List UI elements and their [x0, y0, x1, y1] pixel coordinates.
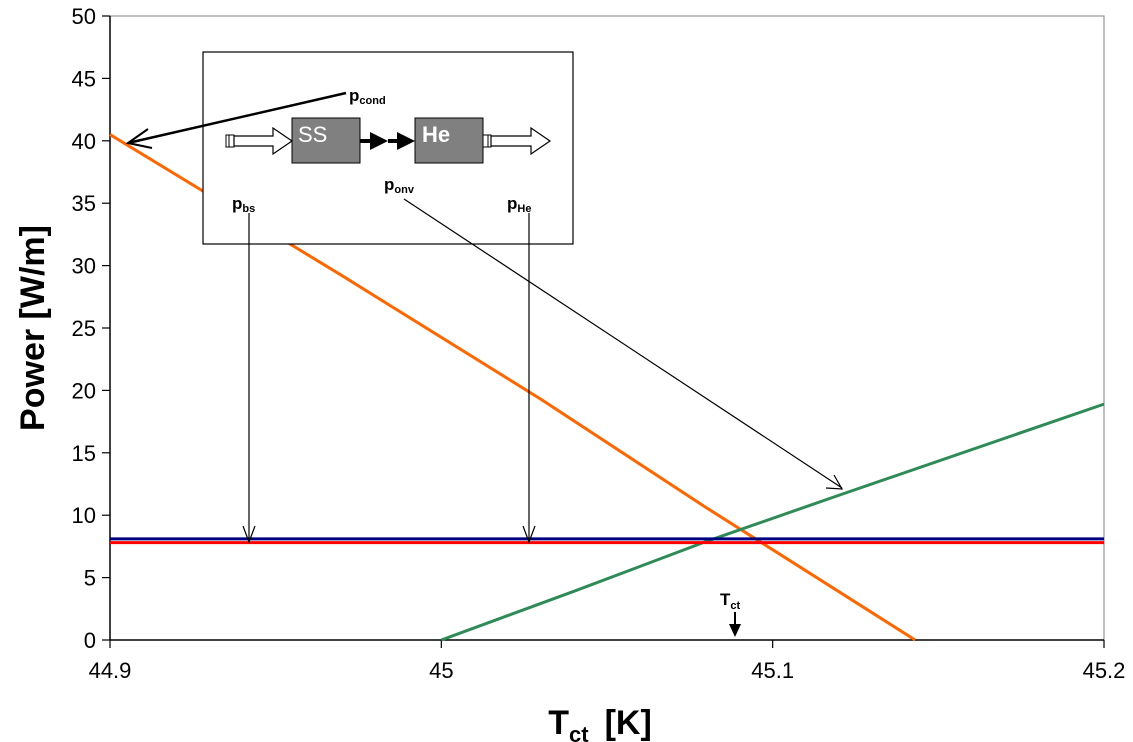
y-tick-label: 10 [72, 503, 96, 528]
inlet-arrow-icon [233, 126, 294, 156]
y-tick-label: 15 [72, 441, 96, 466]
y-axis-title: Power [W/m] [14, 225, 52, 431]
x-axis-title: Tct [K] [548, 704, 652, 742]
outlet-arrow-icon [490, 126, 552, 156]
p-bs-arrowhead [242, 525, 256, 544]
y-tick-label: 45 [72, 66, 96, 91]
he-block [414, 117, 484, 164]
p-onv-arrow [403, 198, 843, 489]
p-cond-arrow [127, 91, 347, 145]
x-tick-label: 45.2 [1083, 658, 1126, 683]
x-axis-title-unit: [K] [605, 704, 652, 742]
label-p-bs: pbs [232, 194, 255, 215]
y-axis-ticks: 0 5 10 15 20 25 30 35 40 45 50 [72, 4, 110, 653]
label-p-cond: pcond [349, 86, 386, 107]
label-p-onv: ponv [384, 175, 415, 196]
label-t-ct: Tct [720, 590, 741, 612]
x-axis-title-main: T [548, 704, 569, 742]
x-axis-title-sub: ct [569, 722, 589, 742]
x-tick-label: 45.1 [751, 658, 794, 683]
y-tick-label: 20 [72, 378, 96, 403]
p-he-arrowhead [522, 525, 536, 544]
mid-arrow-icon-2 [397, 132, 415, 150]
ss-block-label: SS [298, 122, 327, 147]
x-tick-label: 45 [429, 658, 453, 683]
mid-arrow-icon-1 [370, 132, 388, 150]
series-layer [109, 133, 1105, 642]
t-ct-arrowhead [729, 624, 741, 637]
y-tick-label: 40 [72, 129, 96, 154]
x-axis-ticks: 44.9 45 45.1 45.2 [89, 640, 1126, 683]
he-block-label: He [422, 122, 450, 147]
label-p-he: pHe [507, 194, 531, 215]
p-onv-arrowhead [825, 474, 844, 490]
p-cond-arrowhead [125, 128, 153, 149]
series-line-2 [440, 402, 1105, 642]
y-tick-label: 25 [72, 316, 96, 341]
outlet-connector [482, 134, 492, 148]
y-tick-label: 30 [72, 254, 96, 279]
y-tick-label: 0 [84, 628, 96, 653]
y-tick-label: 35 [72, 191, 96, 216]
inset-diagram: SS He [225, 117, 552, 164]
inlet-connector [225, 134, 235, 148]
y-tick-label: 50 [72, 4, 96, 29]
inset-box [202, 51, 574, 245]
annotation-arrows [125, 91, 844, 630]
x-tick-label: 44.9 [89, 658, 132, 683]
y-tick-label: 5 [84, 566, 96, 591]
